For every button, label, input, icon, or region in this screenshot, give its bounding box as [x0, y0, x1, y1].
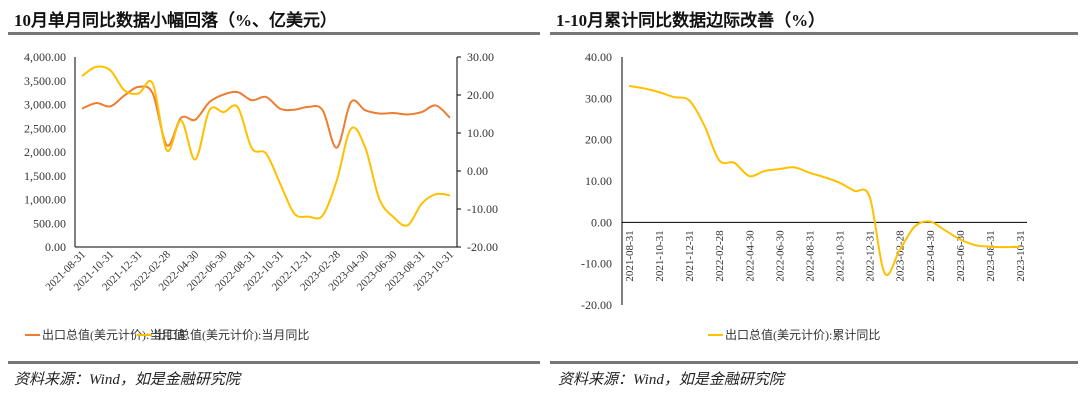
x-tick-label: 2023-06-30 — [955, 230, 967, 282]
x-tick-label: 2022-06-30 — [774, 230, 786, 282]
right-bottom-divider — [550, 361, 1078, 364]
left-y-tick-label: 1,000.00 — [24, 193, 66, 207]
left-y-tick-label: 2,500.00 — [24, 121, 66, 135]
left-y-tick-label: 1,500.00 — [24, 169, 66, 183]
right-y-tick-label: -20.00 — [467, 240, 498, 254]
left-source-note: 资料来源：Wind，如是金融研究院 — [14, 372, 240, 388]
x-tick-label: 2023-08-31 — [985, 230, 997, 281]
x-tick-label: 2023-10-31 — [1015, 230, 1027, 281]
left-y-tick-label: 3,000.00 — [24, 98, 66, 112]
right-top-divider — [550, 32, 1078, 35]
x-tick-label: 2022-08-31 — [804, 230, 816, 281]
y-tick-label: -20.00 — [581, 298, 612, 312]
legend-label-monthly-yoy: 出口总值(美元计价):当月同比 — [154, 327, 309, 342]
x-tick-label: 2023-04-30 — [925, 230, 937, 282]
series-line-monthly-yoy — [81, 65, 451, 227]
left-y-tick-label: 0.00 — [45, 240, 66, 254]
series-line-monthly-value — [81, 85, 451, 149]
legend-label-cumulative-yoy: 出口总值(美元计价):累计同比 — [725, 327, 880, 342]
left-y-tick-label: 500.00 — [33, 216, 66, 230]
y-tick-label: 30.00 — [585, 91, 612, 105]
series-line-cumulative-yoy — [628, 84, 1021, 277]
y-tick-label: 40.00 — [585, 50, 612, 64]
right-source-note: 资料来源：Wind，如是金融研究院 — [558, 372, 784, 388]
legend-label-monthly-value: 出口总值(美元计价):当月值 — [42, 327, 185, 342]
right-chart-title: 1-10月累计同比数据边际改善（%） — [556, 11, 826, 30]
right-y-tick-label: 30.00 — [467, 50, 494, 64]
left-y-tick-label: 3,500.00 — [24, 74, 66, 88]
x-tick-label: 2021-08-31 — [624, 230, 636, 281]
x-tick-label: 2022-12-31 — [865, 230, 877, 281]
x-tick-label: 2021-10-31 — [654, 230, 666, 281]
y-tick-label: 10.00 — [585, 174, 612, 188]
right-y-tick-label: 10.00 — [467, 126, 494, 140]
x-tick-label: 2022-04-30 — [744, 230, 756, 282]
left-chart-title: 10月单月同比数据小幅回落（%、亿美元） — [14, 11, 337, 30]
x-tick-label: 2021-12-31 — [684, 230, 696, 281]
y-tick-label: 0.00 — [591, 215, 612, 229]
x-tick-label: 2022-02-28 — [714, 230, 726, 282]
right-y-tick-label: 0.00 — [467, 164, 488, 178]
y-tick-label: 20.00 — [585, 133, 612, 147]
left-bottom-divider — [8, 361, 540, 364]
right-y-tick-label: -10.00 — [467, 202, 498, 216]
left-y-tick-label: 4,000.00 — [24, 50, 66, 64]
x-tick-label: 2022-10-31 — [835, 230, 847, 281]
y-tick-label: -10.00 — [581, 257, 612, 271]
left-top-divider — [8, 32, 540, 35]
left-y-tick-label: 2,000.00 — [24, 145, 66, 159]
right-y-tick-label: 20.00 — [467, 88, 494, 102]
